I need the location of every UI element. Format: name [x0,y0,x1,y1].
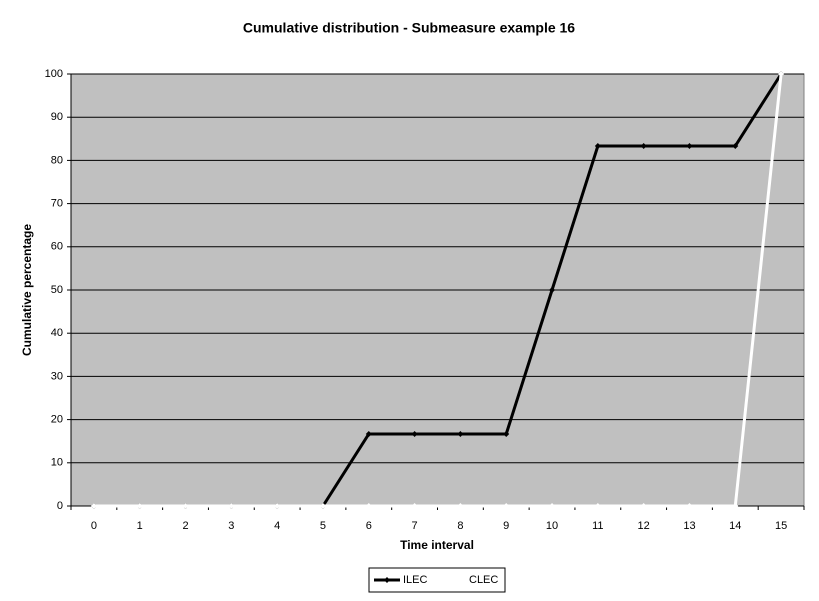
x-tick-label: 0 [91,520,97,532]
data-point [640,143,647,150]
data-point [411,430,418,437]
data-point [411,503,418,509]
data-point [365,430,372,437]
data-point [319,503,326,509]
data-point [732,143,739,150]
data-point [549,287,556,293]
x-tick-label: 4 [274,520,280,532]
data-point [457,430,464,437]
x-tick-label: 10 [546,520,558,532]
data-point [549,503,556,509]
data-point [640,503,647,509]
y-tick-label: 20 [51,414,63,426]
data-point [686,503,693,509]
y-tick-label: 50 [51,284,63,296]
x-tick-label: 13 [683,520,695,532]
y-tick-label: 80 [51,154,63,166]
data-point [594,143,601,150]
y-tick-label: 30 [51,370,63,382]
x-tick-label: 1 [137,520,143,532]
legend-marker [450,577,456,583]
y-tick-label: 70 [51,198,63,210]
data-point [182,503,189,509]
legend-label: CLEC [469,574,498,586]
x-tick-label: 14 [729,520,741,532]
legend-marker [384,577,390,583]
x-tick-label: 15 [775,520,787,532]
y-tick-label: 90 [51,111,63,123]
y-tick-label: 10 [51,457,63,469]
y-tick-label: 60 [51,241,63,253]
y-axis-title: Cumulative percentage [20,224,34,356]
data-point [503,430,510,437]
x-tick-label: 11 [592,520,603,532]
legend-label: ILEC [403,574,428,586]
x-tick-label: 7 [412,520,418,532]
x-tick-label: 9 [503,520,509,532]
data-point [228,503,235,509]
x-tick-label: 2 [182,520,188,532]
y-tick-label: 40 [51,327,63,339]
x-axis-title: Time interval [400,538,474,552]
y-tick-label: 0 [57,500,63,512]
data-point [778,71,785,77]
data-point [503,503,510,509]
data-point [732,503,739,509]
x-tick-label: 6 [366,520,372,532]
data-point [90,503,97,509]
series-line [93,73,783,508]
x-tick-label: 12 [638,520,650,532]
data-point [457,503,464,509]
x-tick-label: 8 [457,520,463,532]
x-tick-label: 5 [320,520,326,532]
data-point [365,503,372,509]
x-tick-label: 3 [228,520,234,532]
data-point [136,503,143,509]
data-point [594,503,601,509]
data-point [274,503,281,509]
y-tick-label: 100 [45,68,63,80]
chart-title: Cumulative distribution - Submeasure exa… [243,20,575,36]
data-point [686,143,693,150]
